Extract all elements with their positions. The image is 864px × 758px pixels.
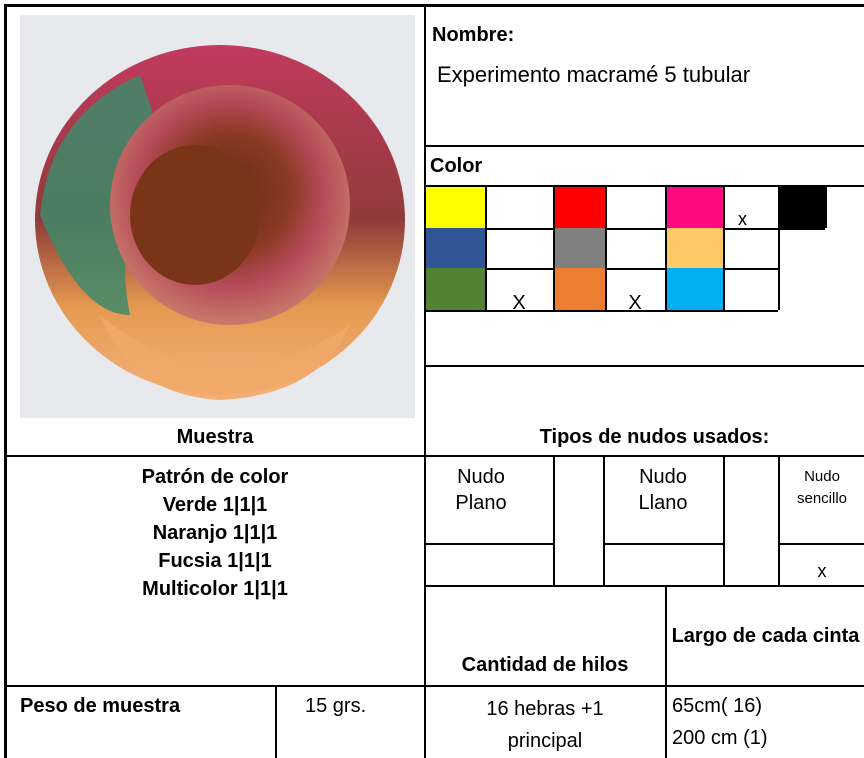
swatch xyxy=(426,268,485,310)
threads-value: 16 hebras +1 principal xyxy=(486,698,604,752)
length-value: 65cm( 16) xyxy=(672,695,763,717)
caption: Muestra xyxy=(176,426,254,448)
weight-label: Peso de muestra xyxy=(20,695,181,717)
swatch xyxy=(426,228,485,268)
border xyxy=(425,365,864,367)
color-mark: X xyxy=(628,292,642,314)
border xyxy=(424,5,426,758)
length-label: Largo de cada cinta xyxy=(671,625,860,647)
border xyxy=(605,185,607,310)
knot-mark: x xyxy=(817,561,827,581)
border xyxy=(603,543,723,545)
border xyxy=(425,585,864,587)
border xyxy=(275,685,277,758)
pattern-title: Patrón de color xyxy=(141,466,289,488)
pattern-line: Verde 1|1|1 xyxy=(162,494,268,516)
color-mark: x xyxy=(738,209,747,229)
pattern-line: Naranjo 1|1|1 xyxy=(152,522,278,544)
swatch xyxy=(553,228,605,268)
border xyxy=(723,185,725,310)
border xyxy=(5,455,864,457)
border xyxy=(485,185,487,310)
border xyxy=(425,185,864,187)
knot-name: Nudo sencillo xyxy=(796,468,848,507)
border xyxy=(723,455,725,585)
weight-value: 15 grs. xyxy=(305,695,367,717)
swatch xyxy=(665,268,723,310)
name-value: Experimento macramé 5 tubular xyxy=(437,62,751,87)
swatch xyxy=(665,228,723,268)
swatch xyxy=(553,187,605,228)
length-value: 200 cm (1) xyxy=(672,727,768,749)
border xyxy=(553,185,555,310)
border xyxy=(665,185,667,310)
border xyxy=(825,185,827,228)
color-mark: X xyxy=(512,292,526,314)
border xyxy=(4,4,7,758)
border xyxy=(778,185,780,310)
border xyxy=(778,455,780,585)
pattern-line: Fucsia 1|1|1 xyxy=(158,550,272,572)
knots-title: Tipos de nudos usados: xyxy=(539,426,770,448)
sample-photo xyxy=(20,15,415,418)
knot-name: Nudo Plano xyxy=(455,466,507,514)
border xyxy=(5,4,864,7)
border xyxy=(665,585,667,758)
border xyxy=(5,685,864,687)
threads-label: Cantidad de hilos xyxy=(461,654,629,676)
pattern-line: Multicolor 1|1|1 xyxy=(142,578,288,600)
swatch xyxy=(553,268,605,310)
swatch xyxy=(665,187,723,228)
color-label: Color xyxy=(430,155,483,177)
border xyxy=(425,145,864,147)
border xyxy=(603,455,605,585)
border xyxy=(553,455,555,585)
border xyxy=(425,228,825,230)
swatch xyxy=(778,187,825,228)
swatch xyxy=(426,187,485,228)
border xyxy=(425,310,778,312)
border xyxy=(425,543,553,545)
knot-name: Nudo Llano xyxy=(638,466,688,514)
border xyxy=(778,543,864,545)
name-label: Nombre: xyxy=(432,24,515,46)
